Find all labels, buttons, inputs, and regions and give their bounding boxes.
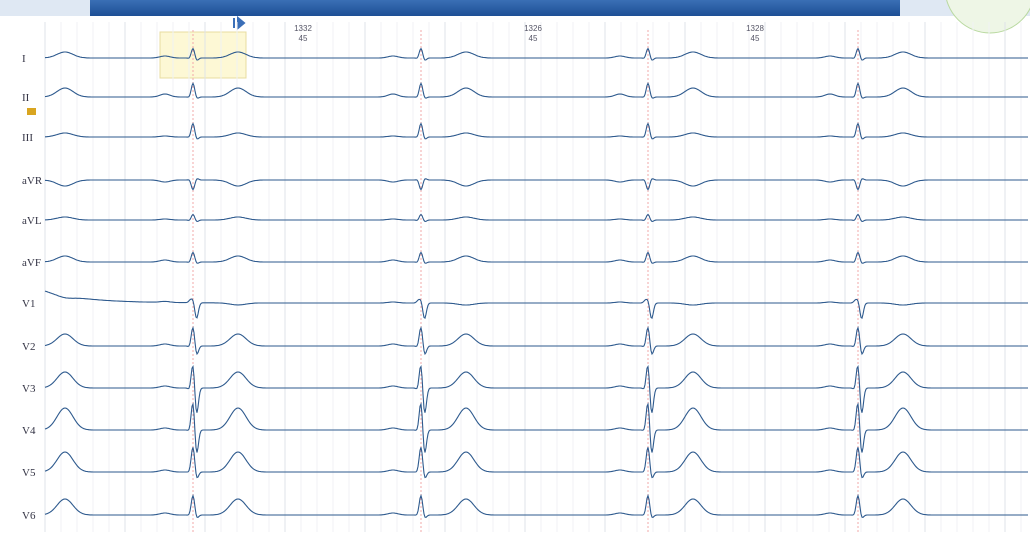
ecg-trace	[44, 493, 1028, 518]
lead-label: V3	[22, 383, 36, 395]
rr-interval: 1332	[294, 24, 312, 33]
lead-label: V5	[22, 467, 36, 479]
heart-rate: 45	[751, 34, 760, 43]
heart-rate: 45	[529, 34, 538, 43]
ecg-trace	[44, 290, 1028, 320]
ecg-trace	[44, 325, 1028, 356]
ecg-trace	[44, 178, 1028, 191]
lead-label: V6	[22, 510, 36, 522]
ecg-trace	[44, 47, 1028, 61]
lead-label: V4	[22, 425, 36, 437]
lead-label: III	[22, 132, 33, 144]
ecg-trace	[44, 364, 1028, 413]
selection-highlight	[159, 31, 247, 79]
lead-label: II	[22, 92, 30, 104]
heart-rate: 45	[299, 34, 308, 43]
lead-label: V1	[22, 298, 35, 310]
ecg-trace	[44, 82, 1028, 99]
ecg-trace	[44, 447, 1028, 479]
rr-interval: 1326	[524, 24, 542, 33]
toolbar[interactable]	[90, 0, 900, 16]
cursor-marker[interactable]	[233, 15, 246, 31]
ecg-trace	[44, 251, 1028, 264]
ecg-trace	[44, 213, 1028, 222]
lead-label: aVF	[22, 257, 41, 269]
lead-label: I	[22, 53, 26, 65]
rr-interval: 1328	[746, 24, 764, 33]
lead-label: V2	[22, 341, 35, 353]
ecg-trace	[45, 122, 1028, 140]
lead-icon[interactable]	[27, 108, 36, 115]
lead-label: aVL	[22, 215, 42, 227]
lead-label: aVR	[22, 175, 43, 187]
ecg-trace	[44, 402, 1028, 453]
corner-badge	[946, 0, 1030, 34]
